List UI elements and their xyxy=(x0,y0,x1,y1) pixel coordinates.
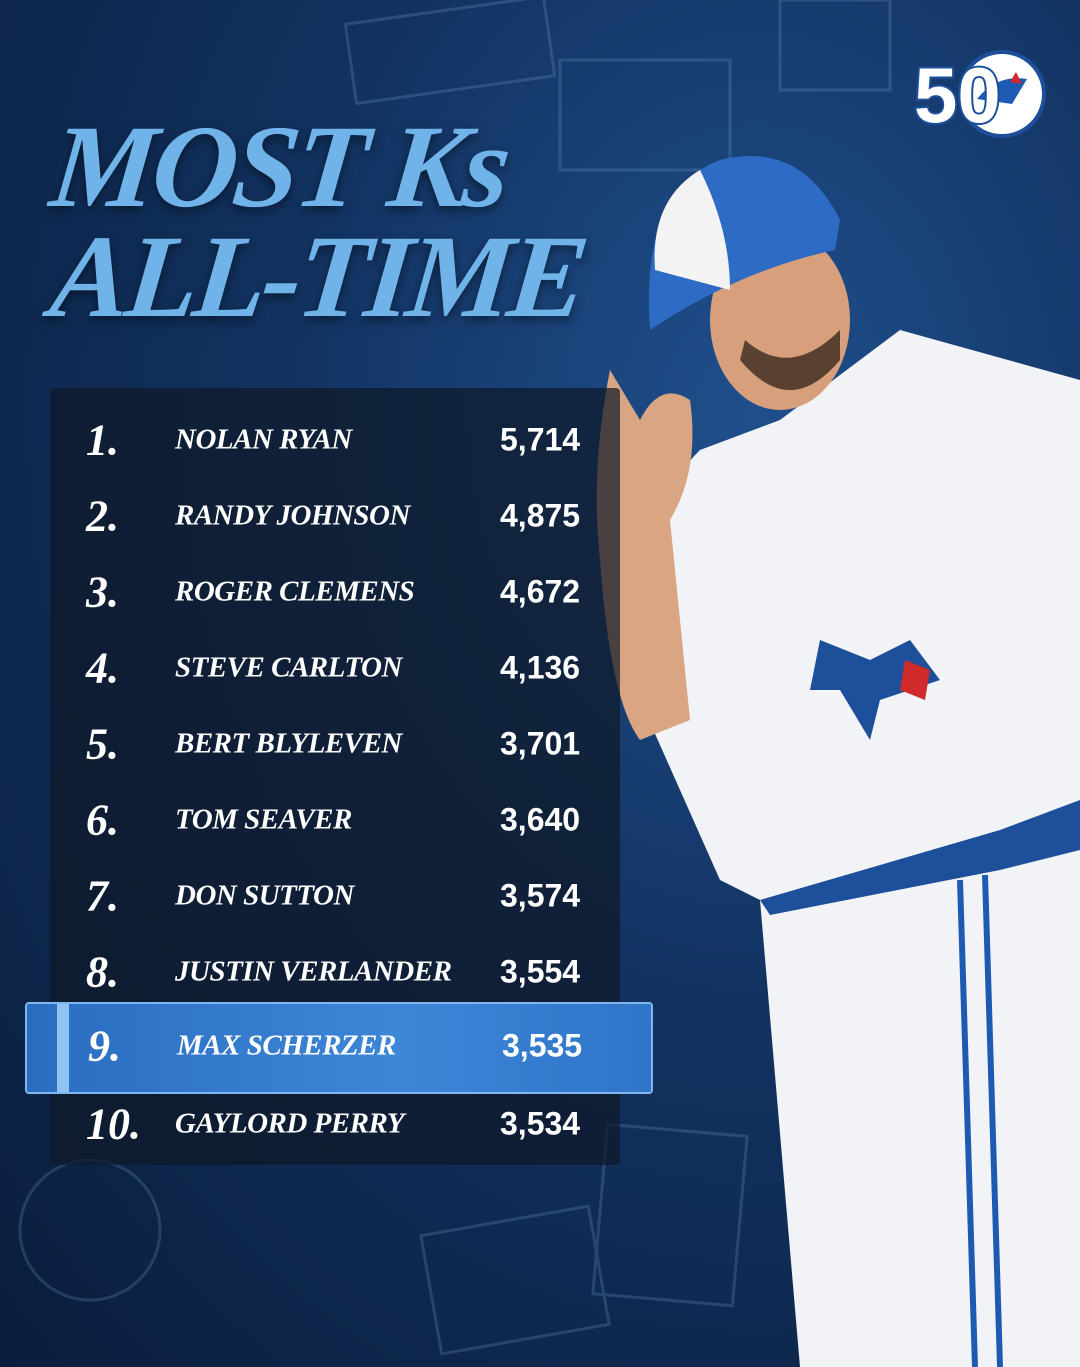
player-name: BERT BLYLEVEN xyxy=(175,727,402,760)
strikeouts: 3,534 xyxy=(500,1105,581,1142)
row: 4. STEVE CARLTON 4,136 xyxy=(50,630,620,706)
row: 3. ROGER CLEMENS 4,672 xyxy=(50,554,620,630)
rank: 4. xyxy=(86,643,119,693)
row: 6. TOM SEAVER 3,640 xyxy=(50,782,620,858)
rank: 6. xyxy=(86,795,119,845)
highlight-row: 9. MAX SCHERZER 3,535 xyxy=(25,1002,653,1094)
row: 5. BERT BLYLEVEN 3,701 xyxy=(50,706,620,782)
rank: 7. xyxy=(86,871,119,921)
rank: 1. xyxy=(86,415,119,465)
row: 8. JUSTIN VERLANDER 3,554 xyxy=(50,934,620,1010)
row: 2. RANDY JOHNSON 4,875 xyxy=(50,478,620,554)
row: 1. NOLAN RYAN 5,714 xyxy=(50,402,620,478)
highlight-accent xyxy=(57,1004,69,1092)
rank: 8. xyxy=(86,947,119,997)
player-name: JUSTIN VERLANDER xyxy=(175,955,452,988)
strikeouts: 4,136 xyxy=(500,649,581,686)
rank: 3. xyxy=(86,567,119,617)
rank: 5. xyxy=(86,719,119,769)
title-line: ALL-TIME xyxy=(45,211,591,342)
player-name: NOLAN RYAN xyxy=(175,423,352,456)
row: 7. DON SUTTON 3,574 xyxy=(50,858,620,934)
strikeouts: 3,701 xyxy=(500,725,581,762)
title-line: MOST Ks xyxy=(45,101,513,232)
strikeouts: 3,640 xyxy=(500,801,581,838)
logo-text: 50 xyxy=(914,51,1001,139)
player-name: STEVE CARLTON xyxy=(175,651,402,684)
player-name: DON SUTTON xyxy=(175,879,354,912)
player-name: ROGER CLEMENS xyxy=(175,575,415,608)
strikeouts: 4,875 xyxy=(500,497,581,534)
strikeouts: 3,554 xyxy=(500,953,581,990)
strikeouts: 4,672 xyxy=(500,573,581,610)
player-name: GAYLORD PERRY xyxy=(175,1107,405,1140)
logo: 50 xyxy=(912,49,1046,141)
strikeouts: 3,574 xyxy=(500,877,581,914)
row: 10. GAYLORD PERRY 3,534 xyxy=(50,1086,620,1162)
strikeouts: 3,535 xyxy=(502,1027,583,1064)
player-name: RANDY JOHNSON xyxy=(175,499,410,532)
player-name: TOM SEAVER xyxy=(175,803,352,836)
rank: 9. xyxy=(88,1021,121,1071)
player-name: MAX SCHERZER xyxy=(177,1029,396,1062)
strikeouts: 5,714 xyxy=(500,421,581,458)
rank: 2. xyxy=(86,491,119,541)
rank: 10. xyxy=(86,1099,141,1149)
row: 9. MAX SCHERZER 3,535 xyxy=(52,1008,622,1084)
